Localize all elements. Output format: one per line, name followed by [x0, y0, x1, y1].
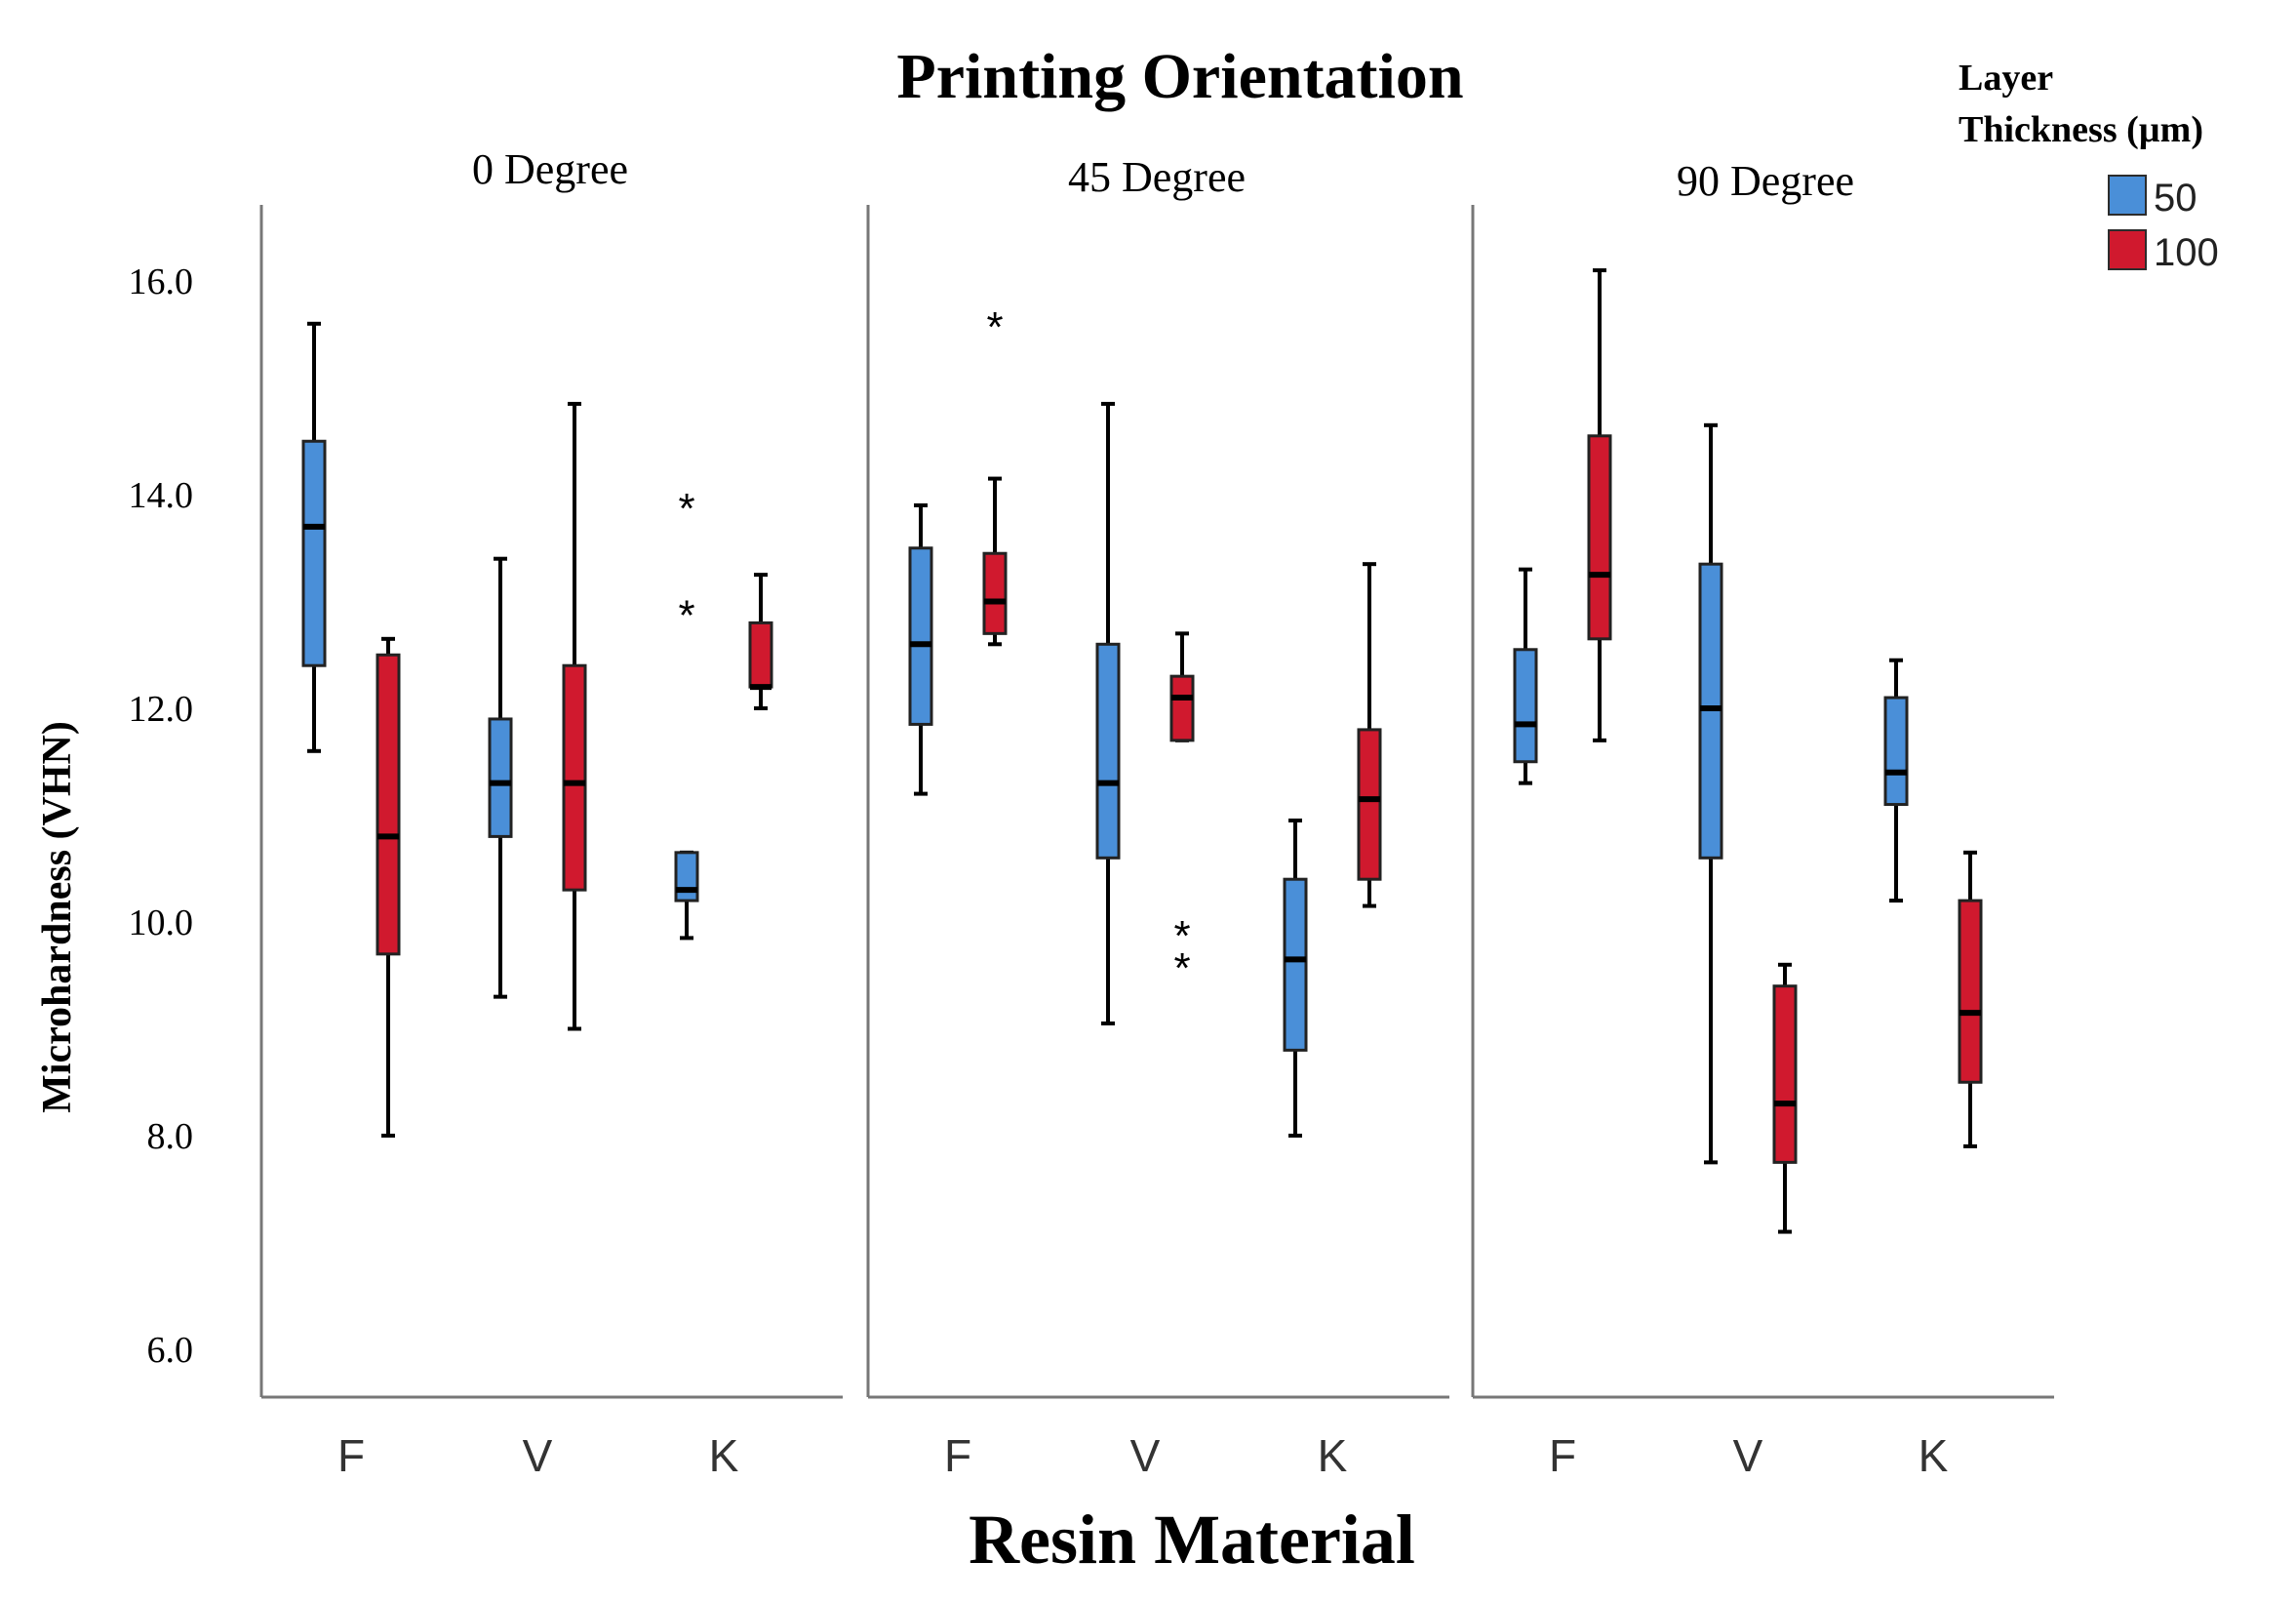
panel-title: 0 Degree: [472, 145, 628, 193]
iqr-box: [376, 653, 401, 956]
x-tick-label: V: [1130, 1430, 1161, 1481]
x-tick-label: K: [709, 1430, 739, 1481]
box-K-50: [1883, 658, 1909, 903]
iqr-box: [674, 851, 699, 902]
legend-label-100: 100: [2154, 231, 2219, 274]
x-axis-label: Resin Material: [969, 1501, 1415, 1579]
x-tick-label: K: [1919, 1430, 1949, 1481]
y-tick-label: 12.0: [129, 689, 194, 730]
box-V-100: [562, 401, 587, 1031]
x-tick-label: F: [337, 1430, 365, 1481]
legend: Layer Thickness (µm) 50 100: [1959, 58, 2219, 274]
iqr-box: [1958, 899, 1983, 1084]
y-tick-label: 6.0: [147, 1330, 194, 1371]
iqr-box: [908, 546, 933, 726]
y-tick-label: 8.0: [147, 1116, 194, 1157]
box-F-50: [908, 502, 933, 796]
iqr-box: [1169, 674, 1195, 742]
y-tick-label: 10.0: [129, 902, 194, 943]
y-axis-label: Microhardness (VHN): [35, 721, 80, 1113]
box-V-100: **: [1169, 631, 1195, 992]
box-V-100: [1772, 962, 1798, 1234]
panel-title: 45 Degree: [1068, 153, 1246, 201]
legend-swatch-100: [2108, 229, 2147, 270]
box-V-50: [1698, 422, 1723, 1165]
legend-title-line1: Layer: [1959, 58, 2053, 99]
x-tick-label: V: [1733, 1430, 1763, 1481]
x-tick-label: V: [523, 1430, 553, 1481]
iqr-box: [1095, 642, 1121, 860]
box-F-100: *: [982, 303, 1008, 647]
outlier-marker: *: [1173, 912, 1190, 960]
y-tick-label: 16.0: [129, 261, 194, 302]
outlier-marker: *: [986, 303, 1003, 351]
x-tick-label: F: [944, 1430, 971, 1481]
box-K-100: [1958, 850, 1983, 1148]
legend-swatch-50: [2108, 175, 2147, 216]
outlier-marker: *: [678, 591, 694, 639]
panel-2: 90 Degree F V K: [1471, 157, 2054, 1481]
iqr-box: [982, 551, 1008, 635]
iqr-box: [488, 717, 513, 838]
y-tick-label: 14.0: [129, 475, 194, 516]
iqr-box: [1772, 984, 1798, 1164]
legend-title-line2: Thickness (µm): [1959, 109, 2203, 150]
chart-title: Printing Orientation: [896, 41, 1463, 112]
box-F-50: [301, 321, 327, 753]
iqr-box: [1587, 434, 1612, 641]
box-F-100: [376, 636, 401, 1138]
outlier-marker: *: [678, 485, 694, 533]
box-F-100: [1587, 268, 1612, 742]
panel-title: 90 Degree: [1677, 157, 1854, 205]
x-tick-label: K: [1318, 1430, 1348, 1481]
x-tick-label: F: [1549, 1430, 1576, 1481]
iqr-box: [1357, 728, 1382, 881]
iqr-box: [1283, 877, 1308, 1052]
iqr-box: [748, 621, 773, 689]
box-K-50: **: [674, 485, 699, 941]
box-F-50: [1513, 567, 1538, 785]
box-V-50: [488, 556, 513, 999]
box-K-100: [1357, 562, 1382, 908]
iqr-box: [1883, 696, 1909, 807]
box-K-100: [748, 573, 773, 710]
iqr-box: [301, 439, 327, 667]
box-K-50: [1283, 818, 1308, 1138]
outlier-marker: *: [1173, 944, 1190, 992]
legend-label-50: 50: [2154, 177, 2197, 220]
y-axis-ticks: 6.0 8.0 10.0 12.0 14.0 16.0: [129, 261, 194, 1371]
iqr-box: [1513, 648, 1538, 764]
iqr-box: [562, 663, 587, 892]
box-V-50: [1095, 401, 1121, 1026]
